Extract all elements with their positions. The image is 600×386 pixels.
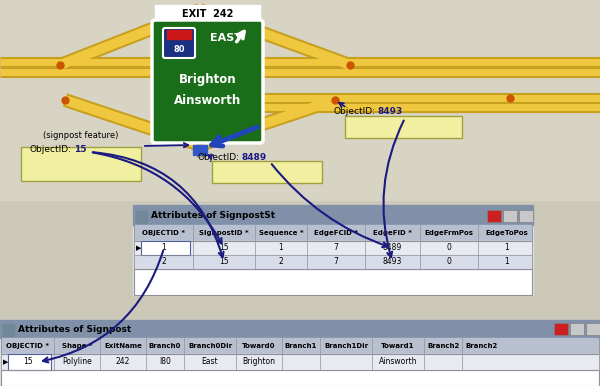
Text: 0: 0: [446, 257, 451, 266]
Text: 7: 7: [334, 257, 338, 266]
Bar: [133, 205, 533, 225]
Bar: [487, 210, 501, 222]
Bar: [570, 323, 584, 335]
Text: EdgeFCID *: EdgeFCID *: [314, 230, 358, 236]
Text: 15: 15: [219, 257, 229, 266]
Text: ▶: ▶: [136, 245, 142, 251]
Text: 8489: 8489: [242, 152, 267, 161]
FancyBboxPatch shape: [152, 20, 263, 143]
Bar: [193, 145, 207, 155]
Bar: [167, 30, 191, 39]
Text: SignpostID *: SignpostID *: [199, 230, 249, 236]
Text: (signpost feature): (signpost feature): [43, 132, 119, 141]
Text: 15: 15: [23, 357, 33, 366]
Text: ObjectID:: ObjectID:: [30, 144, 72, 154]
Bar: [586, 323, 600, 335]
Text: Attributes of SignpostSt: Attributes of SignpostSt: [151, 210, 275, 220]
Text: ▶: ▶: [4, 359, 8, 365]
Text: 1: 1: [161, 244, 166, 252]
Text: Sequence *: Sequence *: [259, 230, 304, 236]
Text: ObjectID:: ObjectID:: [334, 107, 376, 117]
Bar: [503, 210, 517, 222]
Text: 2: 2: [278, 257, 283, 266]
Text: ObjectID:: ObjectID:: [198, 152, 240, 161]
FancyBboxPatch shape: [21, 147, 141, 181]
Bar: [1, 338, 599, 386]
Text: Shape *: Shape *: [62, 343, 92, 349]
Text: Branch1Dir: Branch1Dir: [324, 343, 368, 349]
Bar: [0, 0, 600, 200]
Text: East: East: [202, 357, 218, 366]
Text: Ainsworth: Ainsworth: [174, 93, 241, 107]
Bar: [8, 354, 51, 370]
Bar: [0, 320, 600, 338]
Text: EdgeToPos: EdgeToPos: [485, 230, 528, 236]
Bar: [2, 354, 598, 370]
Bar: [2, 338, 598, 354]
Text: 15: 15: [74, 144, 86, 154]
Text: Toward0: Toward0: [242, 343, 276, 349]
FancyBboxPatch shape: [163, 28, 195, 58]
Bar: [135, 241, 531, 255]
Text: 80: 80: [173, 44, 185, 54]
Bar: [133, 205, 533, 295]
Text: Branch1: Branch1: [285, 343, 317, 349]
Bar: [141, 241, 190, 255]
Text: 8493: 8493: [378, 107, 403, 117]
Text: Branch0Dir: Branch0Dir: [188, 343, 232, 349]
Bar: [3, 324, 14, 336]
Bar: [0, 320, 600, 386]
Text: Toward1: Toward1: [381, 343, 415, 349]
Text: EXIT  242: EXIT 242: [182, 9, 233, 19]
Text: EdgeFrmPos: EdgeFrmPos: [425, 230, 473, 236]
Text: Attributes of Signpost: Attributes of Signpost: [18, 325, 131, 334]
Text: Polyline: Polyline: [62, 357, 92, 366]
Text: 1: 1: [504, 257, 509, 266]
Text: 7: 7: [334, 244, 338, 252]
Text: 8493: 8493: [383, 257, 402, 266]
Text: 1: 1: [504, 244, 509, 252]
Text: EAST: EAST: [210, 33, 242, 43]
Text: EdgeFID *: EdgeFID *: [373, 230, 412, 236]
FancyBboxPatch shape: [345, 116, 462, 138]
Bar: [134, 225, 532, 295]
Text: 242: 242: [116, 357, 130, 366]
Text: Branch0: Branch0: [149, 343, 181, 349]
Text: Brighton: Brighton: [242, 357, 275, 366]
Text: 0: 0: [446, 244, 451, 252]
Bar: [135, 225, 531, 241]
Text: OBJECTID *: OBJECTID *: [143, 230, 185, 236]
Bar: [135, 255, 531, 269]
Text: I80: I80: [159, 357, 171, 366]
Text: 1: 1: [278, 244, 283, 252]
Bar: [155, 5, 260, 23]
Bar: [554, 323, 568, 335]
Text: 15: 15: [219, 244, 229, 252]
Text: ExitName: ExitName: [104, 343, 142, 349]
Bar: [519, 210, 533, 222]
Bar: [136, 211, 147, 223]
Text: 2: 2: [161, 257, 166, 266]
Text: OBJECTID *: OBJECTID *: [7, 343, 49, 349]
Text: 8489: 8489: [383, 244, 402, 252]
Text: Ainsworth: Ainsworth: [379, 357, 417, 366]
FancyBboxPatch shape: [212, 161, 322, 183]
Text: Branch2: Branch2: [466, 343, 498, 349]
Text: Branch2: Branch2: [427, 343, 459, 349]
Text: Brighton: Brighton: [179, 73, 236, 86]
